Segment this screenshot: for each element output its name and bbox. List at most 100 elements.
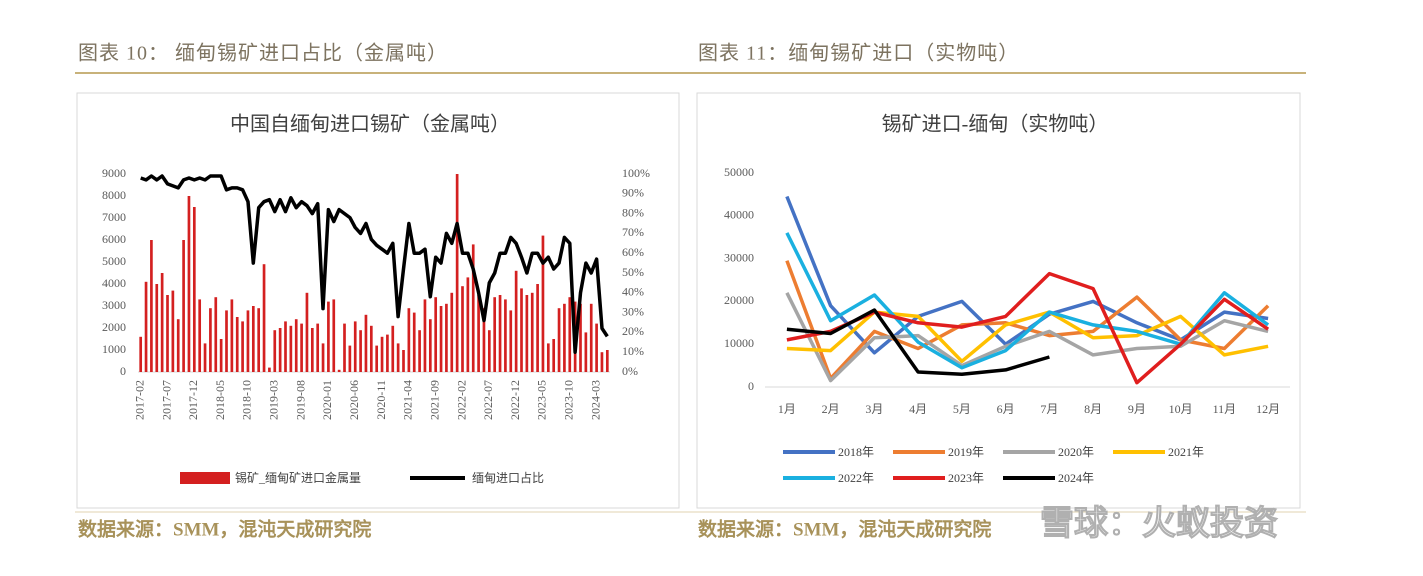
x-tick-label: 2021-04 bbox=[401, 380, 415, 420]
bar bbox=[482, 308, 486, 372]
bar bbox=[337, 369, 341, 372]
bar bbox=[568, 297, 572, 372]
bar bbox=[520, 288, 523, 372]
chart-title: 锡矿进口-缅甸（实物吨） bbox=[882, 113, 1109, 136]
bar bbox=[584, 332, 588, 372]
y-tick-label: 0 bbox=[748, 379, 754, 393]
figure-caption: 图表 11：缅甸锡矿进口（实物吨） bbox=[698, 42, 1019, 65]
x-tick-label: 10月 bbox=[1169, 402, 1193, 416]
bar bbox=[343, 323, 346, 372]
bar bbox=[563, 303, 566, 372]
y-tick-label: 8000 bbox=[102, 188, 126, 202]
line bbox=[786, 310, 1269, 364]
x-tick-label: 1月 bbox=[778, 402, 796, 416]
bar bbox=[439, 306, 443, 372]
bar bbox=[278, 328, 282, 372]
x-tick-label: 8月 bbox=[1084, 402, 1102, 416]
legend-label: 2024年 bbox=[1058, 471, 1094, 485]
bar bbox=[605, 350, 609, 372]
x-tick-label: 2017-02 bbox=[132, 380, 146, 420]
bar bbox=[160, 273, 164, 372]
x-tick-label: 6月 bbox=[997, 402, 1015, 416]
x-tick-label: 4月 bbox=[909, 402, 927, 416]
x-tick-label: 2023-05 bbox=[535, 380, 549, 420]
x-tick-label: 2017-12 bbox=[186, 380, 200, 420]
bar bbox=[402, 350, 405, 372]
bar bbox=[235, 317, 239, 372]
bar bbox=[321, 343, 325, 372]
bar bbox=[192, 207, 196, 372]
bar bbox=[471, 244, 475, 372]
bar bbox=[579, 303, 582, 372]
legend-label: 2022年 bbox=[838, 471, 874, 485]
bar bbox=[284, 321, 287, 372]
y-tick-label: 7000 bbox=[102, 210, 126, 224]
x-tick-label: 2023-10 bbox=[562, 380, 576, 420]
bar bbox=[461, 286, 464, 372]
bar bbox=[300, 323, 303, 372]
bar bbox=[391, 325, 395, 372]
bar bbox=[289, 325, 293, 372]
bar bbox=[268, 367, 271, 372]
y-tick-label: 5000 bbox=[102, 254, 126, 268]
y2-tick-label: 80% bbox=[622, 205, 644, 219]
x-tick-label: 2月 bbox=[822, 402, 840, 416]
bar bbox=[450, 292, 454, 372]
x-tick-label: 12月 bbox=[1256, 402, 1280, 416]
bar bbox=[418, 330, 421, 372]
legend-label: 2023年 bbox=[948, 471, 984, 485]
bar bbox=[530, 292, 534, 372]
y-tick-label: 0 bbox=[120, 364, 126, 378]
y-tick-label: 40000 bbox=[724, 208, 754, 222]
bar bbox=[423, 299, 427, 372]
bar bbox=[541, 235, 545, 372]
bar bbox=[225, 310, 228, 372]
y-tick-label: 50000 bbox=[724, 165, 754, 179]
x-tick-label: 2019-08 bbox=[293, 380, 307, 420]
bar bbox=[498, 295, 502, 372]
x-tick-label: 2018-10 bbox=[240, 380, 254, 420]
x-tick-label: 3月 bbox=[865, 402, 883, 416]
bar bbox=[348, 345, 352, 372]
chart-title: 中国自缅甸进口锡矿（金属吨） bbox=[230, 113, 510, 136]
y2-tick-label: 90% bbox=[622, 186, 644, 200]
legend-label: 2019年 bbox=[948, 445, 984, 459]
y2-tick-label: 60% bbox=[622, 245, 644, 259]
y2-tick-label: 50% bbox=[622, 265, 644, 279]
x-tick-label: 2020-01 bbox=[320, 380, 334, 420]
line bbox=[786, 308, 1050, 376]
chart-frame bbox=[76, 92, 680, 509]
legend-swatch bbox=[180, 472, 230, 484]
x-tick-label: 2019-03 bbox=[267, 380, 281, 420]
x-tick-label: 7月 bbox=[1040, 402, 1058, 416]
bar bbox=[600, 352, 604, 372]
bar bbox=[493, 297, 497, 372]
x-tick-label: 2022-07 bbox=[481, 380, 495, 420]
watermark: 雪球：火蚁投资 bbox=[1040, 504, 1278, 544]
bar bbox=[273, 330, 277, 372]
chart-frame bbox=[696, 92, 1301, 509]
bar bbox=[477, 295, 480, 372]
y2-tick-label: 40% bbox=[622, 285, 644, 299]
x-tick-label: 5月 bbox=[953, 402, 971, 416]
bar bbox=[155, 284, 159, 372]
bar bbox=[589, 303, 593, 372]
line bbox=[140, 174, 609, 354]
bar bbox=[187, 196, 191, 372]
bar bbox=[316, 323, 320, 372]
bar bbox=[214, 297, 218, 372]
y2-tick-label: 30% bbox=[622, 304, 644, 318]
bar bbox=[455, 174, 459, 372]
source-note: 数据来源：SMM，混沌天成研究院 bbox=[698, 517, 991, 540]
x-tick-label: 2022-02 bbox=[454, 380, 468, 420]
bar bbox=[386, 334, 389, 372]
bar bbox=[166, 295, 169, 372]
bar bbox=[412, 312, 416, 372]
bar bbox=[595, 323, 598, 372]
bar bbox=[262, 264, 266, 372]
bar bbox=[364, 314, 368, 372]
x-tick-label: 2020-06 bbox=[347, 380, 361, 420]
x-tick-label: 2018-05 bbox=[213, 380, 227, 420]
figure-caption: 图表 10： 缅甸锡矿进口占比（金属吨） bbox=[78, 42, 448, 65]
